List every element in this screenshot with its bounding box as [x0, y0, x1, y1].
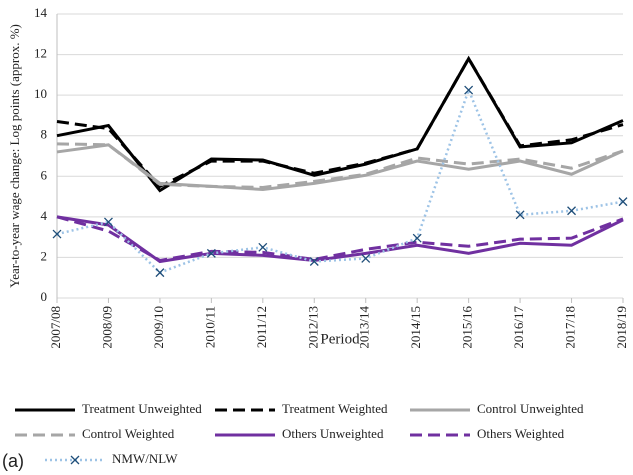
marker — [52, 229, 62, 239]
marker — [70, 455, 80, 465]
line — [56, 143, 624, 191]
line — [56, 215, 624, 263]
x-tick-label: 2014/15 — [408, 306, 423, 349]
y-axis-label: Year-to-year wage change: Log points (ap… — [7, 24, 22, 288]
y-tick-label: 14 — [34, 5, 48, 20]
y-tick-label: 6 — [41, 167, 48, 182]
legend-label: Control Weighted — [82, 426, 175, 441]
legend-label: Treatment Unweighted — [82, 401, 202, 416]
marker — [464, 85, 474, 95]
line — [56, 86, 624, 275]
x-tick-label: 2012/13 — [305, 306, 320, 349]
marker — [515, 210, 525, 220]
legend-label: Others Unweighted — [282, 426, 384, 441]
x-tick-label: 2015/16 — [460, 306, 475, 349]
y-tick-label: 12 — [34, 46, 47, 61]
marker — [618, 197, 628, 207]
y-tick-label: 4 — [41, 208, 48, 223]
y-tick-label: 2 — [41, 248, 48, 263]
y-tick-label: 10 — [34, 86, 47, 101]
line — [56, 142, 624, 189]
marker — [567, 206, 577, 216]
x-tick-label: 2018/19 — [614, 306, 629, 349]
panel-label: (a) — [2, 451, 24, 471]
marker — [155, 268, 165, 278]
legend-label: Control Unweighted — [477, 401, 584, 416]
x-tick-label: 2011/12 — [254, 306, 269, 348]
marker — [361, 253, 371, 263]
x-tick-label: 2007/08 — [48, 306, 63, 349]
x-tick-label: 2017/18 — [563, 306, 578, 349]
y-tick-label: 0 — [41, 289, 48, 304]
marker — [206, 248, 216, 258]
marker — [412, 233, 422, 243]
x-tick-label: 2009/10 — [151, 306, 166, 349]
x-tick-label: 2008/09 — [99, 306, 114, 349]
legend-label: NMW/NLW — [112, 451, 178, 466]
legend-label: Treatment Weighted — [282, 401, 388, 416]
x-tick-label: 2010/11 — [202, 306, 217, 348]
x-axis-label: Period — [320, 331, 360, 347]
marker — [309, 257, 319, 266]
marker — [103, 217, 113, 227]
x-tick-label: 2013/14 — [357, 306, 372, 349]
x-tick-label: 2016/17 — [511, 306, 526, 349]
line — [56, 215, 624, 264]
y-tick-label: 8 — [41, 127, 48, 142]
marker — [258, 242, 268, 252]
legend-label: Others Weighted — [477, 426, 565, 441]
